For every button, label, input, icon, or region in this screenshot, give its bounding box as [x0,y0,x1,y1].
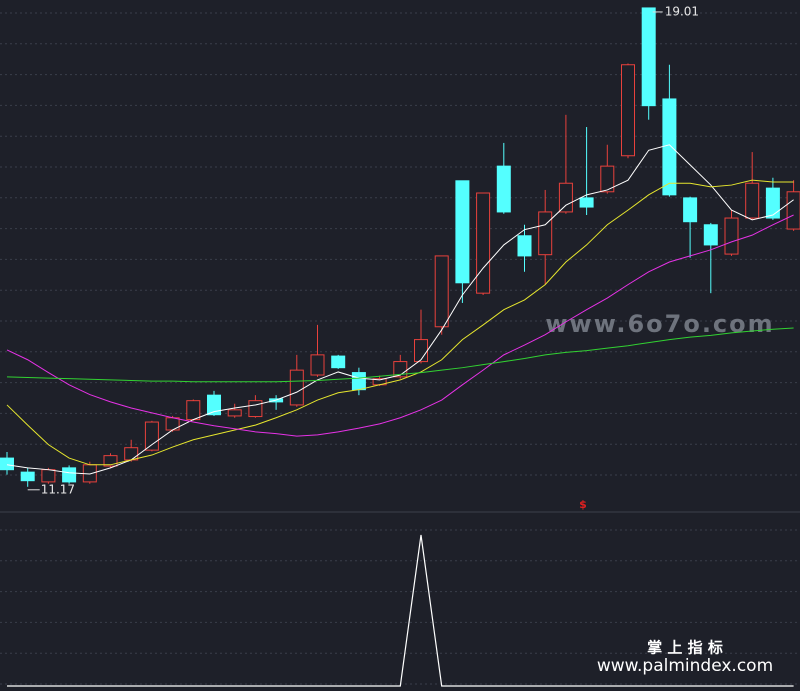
candle-body [434,255,449,328]
moving-average-line [6,214,794,437]
high-label: 19.01 [665,4,699,18]
brand-name: 掌 上 指 标 [647,639,723,657]
candle-body [289,369,304,406]
candle-body [62,467,77,483]
candle-body [414,339,428,363]
candle-body [703,224,718,246]
candle-body [579,197,594,208]
candle-body [621,64,635,157]
candle-body [455,180,470,284]
candle-body [227,409,242,417]
candle-body [765,187,780,219]
marks: 19.01 11.17 [0,4,800,687]
candle-body [0,457,14,471]
signal-mark: $ [579,498,587,511]
candle-body [144,421,159,451]
grid [0,12,800,685]
candle-body [496,165,511,213]
brand-url: www.palmindex.com [597,656,773,676]
candle-body [745,182,760,219]
candle-body [683,197,698,223]
candle-body [724,217,739,255]
candle-body [20,471,35,482]
watermark: www.6o7o.com [545,310,774,338]
candle-body [124,447,139,461]
candle-body [476,192,491,294]
candle-body [517,235,532,257]
candle-body [600,165,615,193]
candle-body [103,455,118,467]
candle-body [641,7,656,107]
candle-body [207,394,221,416]
candle-body [248,400,263,418]
candle-body [558,182,573,213]
candle-body [538,211,553,256]
candle-body [41,469,56,483]
candle-body [662,98,677,196]
candle-body [786,191,800,230]
candle-body [331,355,346,369]
low-label: 11.17 [41,482,75,496]
candle-body [310,354,325,376]
indicator-line [7,534,794,687]
moving-average-line [6,179,794,466]
moving-average-line [6,327,794,383]
moving-average-line [6,144,794,475]
candle-body [186,400,201,421]
candle-body [351,372,366,391]
